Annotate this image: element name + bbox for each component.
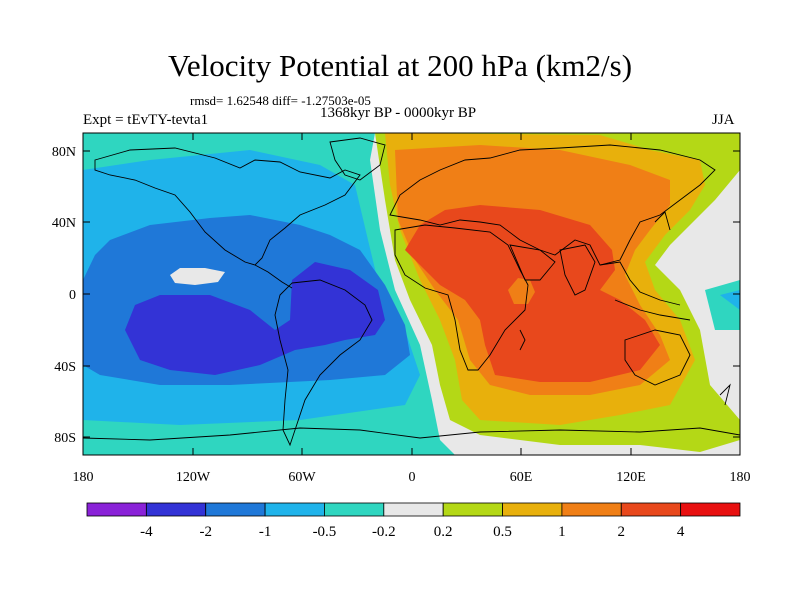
experiment-label: Expt = tEvTY-tevta1 — [83, 112, 209, 128]
lon-tick-label: 120W — [176, 470, 211, 485]
lat-tick-label: 0 — [69, 288, 76, 303]
period-label: 1368kyr BP - 0000kyr BP — [320, 105, 477, 121]
lat-tick-label: 40N — [52, 216, 76, 231]
lon-tick-label: 60W — [288, 470, 316, 485]
colorbar-label: -2 — [199, 524, 212, 540]
season-label: JJA — [712, 112, 735, 128]
colorbar-label: -1 — [259, 524, 272, 540]
contour-neg2 — [125, 262, 385, 375]
lon-axis — [82, 133, 741, 455]
lon-tick-label: 0 — [409, 470, 416, 485]
colorbar-label: 0.2 — [434, 524, 453, 540]
colorbar-swatch — [442, 502, 503, 517]
lat-tick-label: 80N — [52, 145, 76, 160]
colorbar-swatch — [620, 502, 682, 517]
colorbar-swatch — [383, 502, 444, 517]
colorbar-swatch — [145, 502, 207, 517]
contour-pos1-pocket — [508, 278, 535, 304]
colorbar-label: -0.2 — [372, 524, 396, 540]
colorbar-swatch — [502, 502, 563, 517]
filled-contours — [83, 133, 740, 455]
lat-tick-label: 80S — [54, 431, 76, 446]
colorbar-swatch — [561, 502, 622, 517]
colorbar: -4 -2 -1 -0.5 -0.2 0.2 0.5 1 2 4 — [86, 502, 741, 540]
colorbar-label: -4 — [140, 524, 153, 540]
lon-tick-label: 180 — [73, 470, 94, 485]
contour-zero-pocket — [170, 268, 225, 285]
lat-tick-label: 40S — [54, 360, 76, 375]
lon-tick-label: 120E — [616, 470, 646, 485]
colorbar-swatch — [680, 502, 741, 517]
colorbar-swatch — [205, 502, 266, 517]
colorbar-swatch — [86, 502, 147, 517]
colorbar-label: 1 — [558, 524, 566, 540]
map-title: Velocity Potential at 200 hPa (km2/s) — [167, 48, 633, 83]
rmsd-diff-stats: rmsd= 1.62548 diff= -1.27503e-05 — [190, 93, 371, 108]
coastlines — [83, 137, 740, 447]
lon-tick-label: 180 — [730, 470, 751, 485]
lat-axis — [83, 150, 740, 438]
colorbar-label: 2 — [618, 524, 626, 540]
colorbar-swatch — [324, 502, 385, 517]
colorbar-swatch — [264, 502, 325, 517]
lon-tick-label: 60E — [510, 470, 533, 485]
colorbar-label: 0.5 — [493, 524, 512, 540]
colorbar-label: -0.5 — [313, 524, 337, 540]
colorbar-label: 4 — [677, 524, 685, 540]
